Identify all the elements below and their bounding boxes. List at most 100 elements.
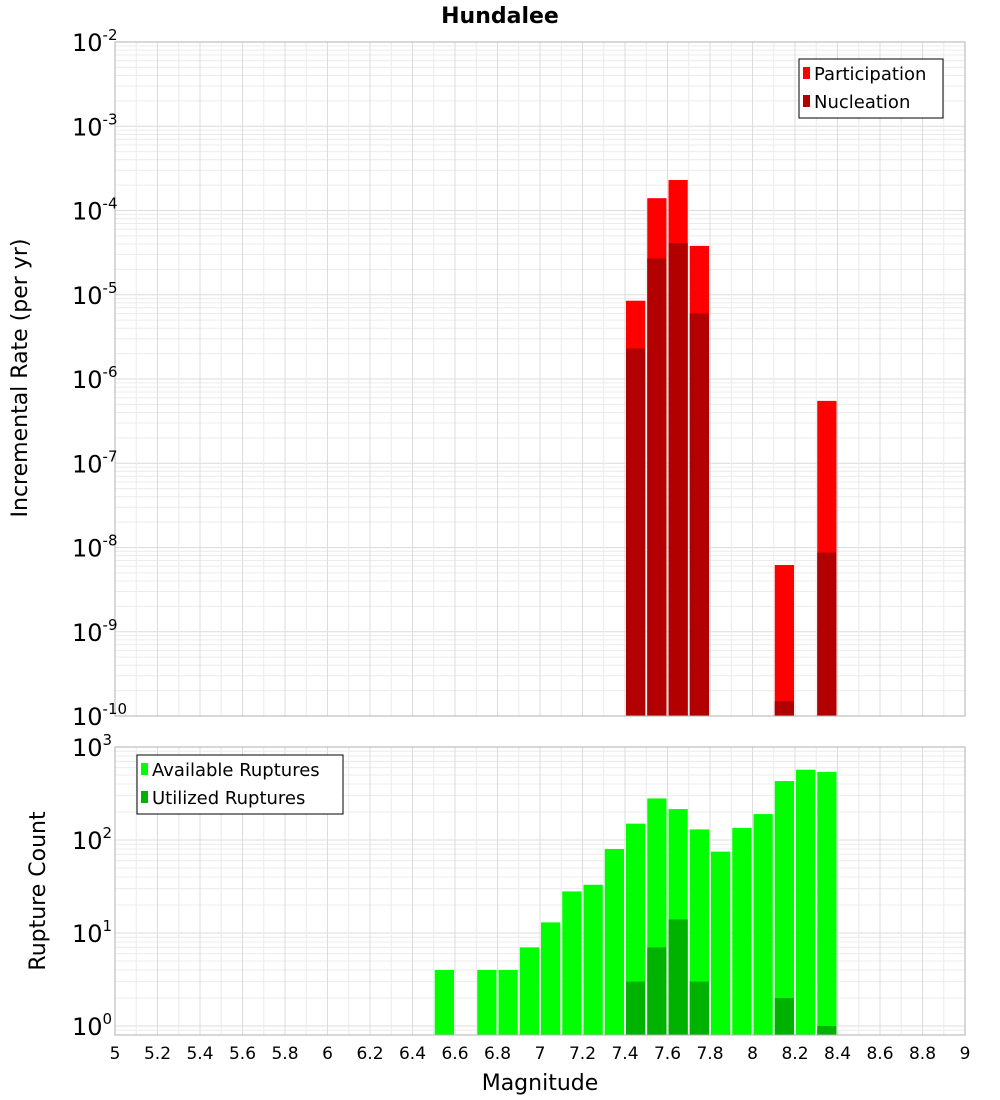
y-tick-base: 10 <box>72 920 103 948</box>
bar-available-ruptures <box>711 851 731 1035</box>
x-tick-label: 7.6 <box>654 1044 681 1064</box>
plot-frame <box>114 41 966 717</box>
y-tick-base: 10 <box>72 450 103 478</box>
bar-available-ruptures <box>732 827 752 1035</box>
y-tick-base: 10 <box>72 366 103 394</box>
x-tick-label: 8.2 <box>781 1044 808 1064</box>
bar-available-ruptures <box>434 969 454 1035</box>
legend-box <box>798 58 944 119</box>
bar-available-ruptures <box>519 947 539 1035</box>
y-tick-exponent: -8 <box>103 532 118 550</box>
y-tick-base: 10 <box>72 703 103 731</box>
x-tick-label: 8 <box>747 1044 758 1064</box>
x-tick-label: 8.6 <box>866 1044 893 1064</box>
legend-label: Available Ruptures <box>152 760 320 781</box>
x-tick-label: 9 <box>960 1044 971 1064</box>
y-tick-label: 10-3 <box>72 110 118 141</box>
legend-swatch <box>141 791 148 803</box>
y-tick-label: 10-4 <box>72 195 118 226</box>
top-panel: 10-210-310-410-510-610-710-810-910-10Par… <box>72 26 966 731</box>
y-tick-base: 10 <box>72 827 103 855</box>
y-tick-base: 10 <box>72 198 103 226</box>
bar-available-ruptures <box>796 769 816 1035</box>
bar-nucleation <box>626 348 646 716</box>
bar-utilized-ruptures <box>817 1025 837 1035</box>
bar-nucleation <box>774 701 794 716</box>
y-tick-base: 10 <box>72 29 103 57</box>
bar-participation <box>774 564 794 716</box>
bar-available-ruptures <box>817 771 837 1035</box>
y-tick-label: 102 <box>72 824 112 855</box>
bar-utilized-ruptures <box>689 981 709 1035</box>
bar-available-ruptures <box>562 891 582 1035</box>
y-tick-exponent: -10 <box>103 700 128 718</box>
y-tick-exponent: 2 <box>103 824 113 842</box>
x-tick-label: 6.8 <box>484 1044 511 1064</box>
bar-available-ruptures <box>477 969 497 1035</box>
x-tick-label: 6.2 <box>356 1044 383 1064</box>
y-tick-label: 10-8 <box>72 532 118 563</box>
y-tick-base: 10 <box>72 734 103 762</box>
legend-swatch <box>141 763 148 775</box>
y-tick-exponent: -7 <box>103 447 118 465</box>
bar-nucleation <box>689 313 709 716</box>
y-tick-base: 10 <box>72 113 103 141</box>
y-tick-exponent: -6 <box>103 363 118 381</box>
x-tick-label: 7.4 <box>611 1044 638 1064</box>
bar-utilized-ruptures <box>626 981 646 1035</box>
x-tick-label: 5.8 <box>271 1044 298 1064</box>
x-tick-label: 6.4 <box>399 1044 426 1064</box>
bottom-y-axis-label: Rupture Count <box>26 811 51 971</box>
y-tick-label: 10-10 <box>72 700 127 731</box>
x-tick-label: 8.4 <box>824 1044 851 1064</box>
y-tick-label: 10-6 <box>72 363 118 394</box>
x-tick-labels: 5 5.2 5.4 5.6 5.8 6 6.2 6.4 6.6 6.8 7 7.2 7.4 7.6 7.8 8… <box>110 1044 971 1064</box>
legend-label: Nucleation <box>814 92 910 113</box>
bar-available-ruptures <box>753 814 773 1035</box>
y-tick-exponent: -3 <box>103 110 118 128</box>
y-tick-exponent: -9 <box>103 616 118 634</box>
legend-label: Utilized Ruptures <box>152 788 305 809</box>
plot-frame <box>114 746 966 1036</box>
y-tick-label: 101 <box>72 917 112 948</box>
y-tick-base: 10 <box>72 619 103 647</box>
bar-nucleation <box>817 552 837 716</box>
bar-nucleation <box>668 243 688 716</box>
x-tick-label: 7.8 <box>696 1044 723 1064</box>
legend-swatch <box>803 67 810 79</box>
bar-utilized-ruptures <box>668 919 688 1035</box>
legend-swatch <box>803 95 810 107</box>
x-tick-label: 5.2 <box>144 1044 171 1064</box>
bar-utilized-ruptures <box>647 947 667 1035</box>
x-tick-label: 6 <box>322 1044 333 1064</box>
y-tick-label: 100 <box>72 1010 112 1041</box>
x-tick-label: 5 <box>110 1044 121 1064</box>
y-tick-exponent: 3 <box>103 731 113 749</box>
bar-available-ruptures <box>604 849 624 1035</box>
y-tick-exponent: -5 <box>103 279 118 297</box>
x-tick-label: 7 <box>535 1044 546 1064</box>
chart-title: Hundalee <box>441 4 559 29</box>
y-tick-base: 10 <box>72 1013 103 1041</box>
y-tick-exponent: 1 <box>103 917 113 935</box>
y-tick-label: 10-9 <box>72 616 118 647</box>
y-tick-exponent: -4 <box>103 195 118 213</box>
y-tick-label: 10-2 <box>72 26 118 57</box>
bar-available-ruptures <box>583 884 603 1035</box>
x-tick-label: 5.4 <box>186 1044 213 1064</box>
y-tick-label: 10-5 <box>72 279 118 310</box>
legend-label: Participation <box>814 64 926 85</box>
x-tick-label: 6.6 <box>441 1044 468 1064</box>
y-tick-label: 10-7 <box>72 447 118 478</box>
y-tick-exponent: 0 <box>103 1010 113 1028</box>
bar-utilized-ruptures <box>774 997 794 1035</box>
x-tick-label: 7.2 <box>569 1044 596 1064</box>
bar-available-ruptures <box>498 969 518 1035</box>
bar-nucleation <box>647 258 667 716</box>
legend-box <box>136 754 344 815</box>
top-y-axis-label: Incremental Rate (per yr) <box>8 239 33 518</box>
y-tick-base: 10 <box>72 282 103 310</box>
x-tick-label: 5.6 <box>229 1044 256 1064</box>
bar-available-ruptures <box>541 922 561 1035</box>
